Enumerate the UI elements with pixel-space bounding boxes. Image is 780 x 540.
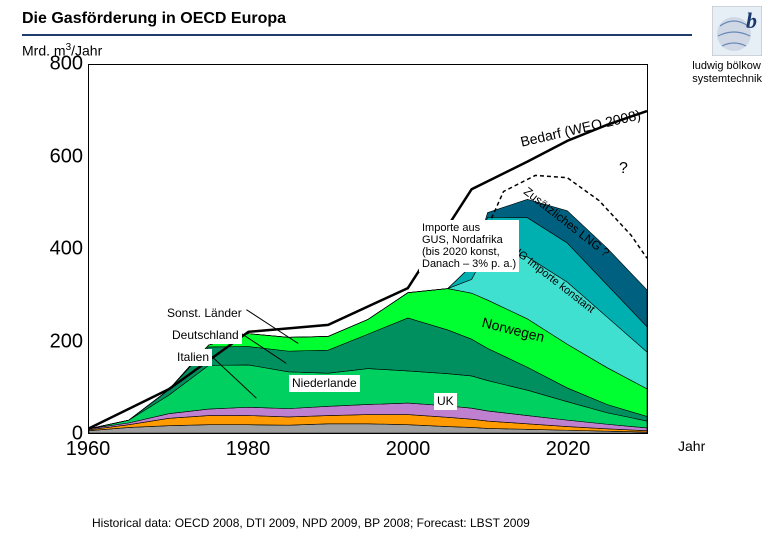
y-tick: 400 xyxy=(33,238,83,261)
y-tick: 800 xyxy=(33,53,83,76)
page-title: Die Gasförderung in OECD Europa xyxy=(22,10,286,28)
chart: 0200400600800 1960198020002020 Jahr Beda… xyxy=(28,64,668,464)
annotation: Italien xyxy=(174,349,212,366)
stacked-area-svg xyxy=(89,65,647,433)
x-axis-title: Jahr xyxy=(678,438,705,454)
page-root: Die Gasförderung in OECD Europa Mrd. m3/… xyxy=(0,0,780,540)
brand-line1: ludwig bölkow xyxy=(692,60,760,72)
plot-area: Bedarf (WEO 2008)?Zusätzliches LNG ?LNG … xyxy=(88,64,648,434)
y-tick: 600 xyxy=(33,145,83,168)
svg-text:b: b xyxy=(746,8,757,33)
x-tick: 2000 xyxy=(386,438,431,461)
x-tick: 1980 xyxy=(226,438,271,461)
annotation: UK xyxy=(434,393,457,410)
title-rule xyxy=(22,34,692,36)
annotation: Deutschland xyxy=(169,327,242,344)
annotation: ? xyxy=(619,160,628,178)
annotation: Niederlande xyxy=(289,375,360,392)
footnote: Historical data: OECD 2008, DTI 2009, NP… xyxy=(92,516,530,530)
brand-line2: systemtechnik xyxy=(692,73,762,85)
y-tick: 200 xyxy=(33,330,83,353)
brand-text: ludwig bölkow systemtechnik xyxy=(692,60,762,85)
x-tick: 1960 xyxy=(66,438,111,461)
annotation: Importe aus GUS, Nordafrika (bis 2020 ko… xyxy=(419,220,519,272)
x-tick: 2020 xyxy=(546,438,591,461)
brand-logo: b xyxy=(712,6,762,56)
annotation: Sonst. Länder xyxy=(164,305,245,322)
brand-logo-svg: b xyxy=(712,6,762,56)
